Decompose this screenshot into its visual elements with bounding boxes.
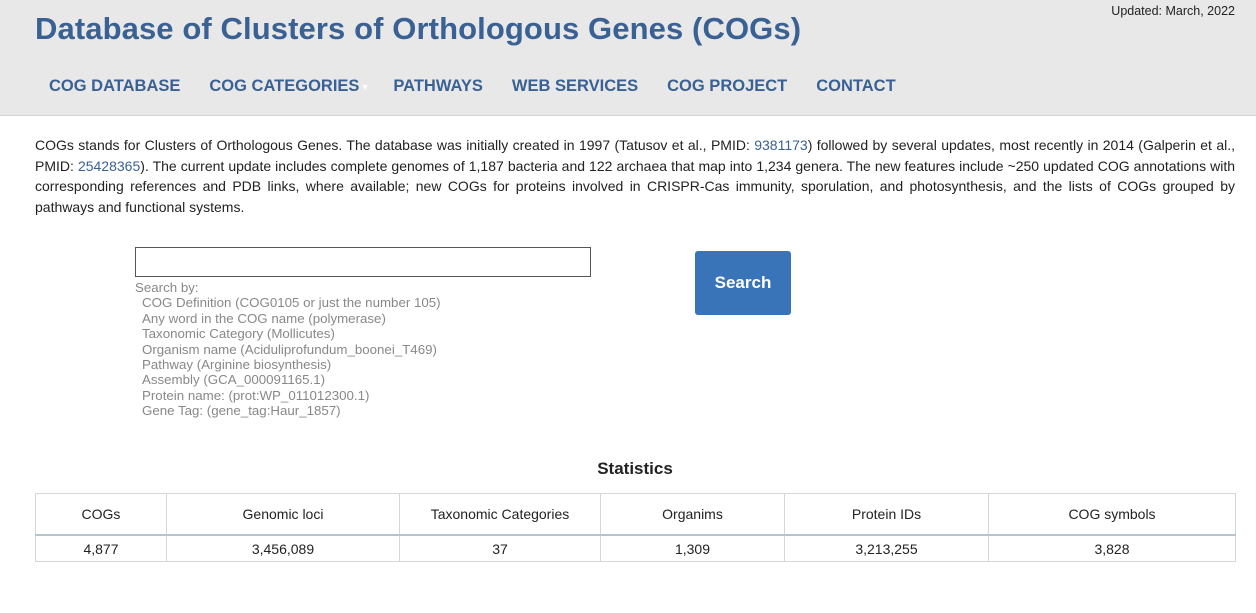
search-option: COG Definition (COG0105 or just the numb… [142, 295, 441, 311]
column-header: COGs [35, 493, 167, 536]
search-option: Protein name: (prot:WP_011012300.1) [142, 387, 370, 403]
column-header: COG symbols [988, 493, 1236, 536]
cog-symbols-count: 3,828 [988, 534, 1236, 562]
nav-label: COG CATEGORIES [209, 77, 360, 95]
nav-cog-project[interactable]: COG PROJECT [667, 77, 787, 96]
updated-date: Updated: March, 2022 [1111, 4, 1235, 18]
nav-cog-database[interactable]: COG DATABASE [49, 77, 180, 96]
search-option: Organism name (Aciduliprofundum_boonei_T… [142, 341, 437, 357]
intro-text: COGs stands for Clusters of Orthologous … [35, 137, 755, 153]
nav-label: COG DATABASE [49, 77, 181, 95]
protein-ids-count: 3,213,255 [784, 534, 989, 562]
intro-paragraph: COGs stands for Clusters of Orthologous … [35, 135, 1235, 217]
site-title[interactable]: Database of Clusters of Orthologous Gene… [35, 11, 802, 46]
search-button[interactable]: Search [695, 251, 791, 315]
column-header: Taxonomic Categories [399, 493, 601, 536]
search-input[interactable] [135, 247, 591, 277]
column-header: Organims [600, 493, 785, 536]
search-option: Taxonomic Category (Mollicutes) [142, 326, 335, 342]
table-row: 4,877 3,456,089 37 1,309 3,213,255 3,828 [35, 534, 1236, 562]
search-help-title: Search by: [135, 280, 199, 295]
site-header: Updated: March, 2022 Database of Cluster… [0, 0, 1256, 116]
nav-cog-categories[interactable]: COG CATEGORIES ▼ [209, 77, 369, 96]
search-option: Assembly (GCA_000091165.1) [142, 372, 326, 388]
nav-contact[interactable]: CONTACT [816, 77, 895, 96]
statistics-table: COGs Genomic loci Taxonomic Categories O… [35, 493, 1236, 562]
search-option: Pathway (Arginine biosynthesis) [142, 357, 332, 373]
intro-text: ). The current update includes complete … [35, 157, 1236, 215]
nav-label: CONTACT [816, 77, 896, 95]
nav-web-services[interactable]: WEB SERVICES [512, 77, 638, 96]
chevron-down-icon: ▼ [360, 81, 370, 92]
nav-label: WEB SERVICES [511, 77, 639, 95]
table-header-row: COGs Genomic loci Taxonomic Categories O… [35, 493, 1236, 536]
main-nav: COG DATABASE COG CATEGORIES ▼ PATHWAYS WE… [49, 77, 925, 96]
pmid-link-galperin[interactable]: 25428365 [77, 157, 141, 174]
column-header: Protein IDs [784, 493, 989, 536]
statistics-title: Statistics [597, 459, 673, 478]
column-header: Genomic loci [166, 493, 400, 536]
nav-pathways[interactable]: PATHWAYS [393, 77, 483, 96]
cog-count: 4,877 [35, 534, 167, 562]
taxonomic-categories-count: 37 [399, 534, 601, 562]
genomic-loci-count: 3,456,089 [166, 534, 400, 562]
search-help: Search by: COG Definition (COG0105 or ju… [135, 280, 441, 419]
nav-label: PATHWAYS [393, 77, 483, 95]
pmid-link-tatusov[interactable]: 9381173 [754, 137, 808, 153]
nav-label: COG PROJECT [667, 77, 788, 95]
intro-text: ) followed by several updates, most rece… [35, 137, 1235, 174]
search-option: Any word in the COG name (polymerase) [142, 310, 386, 326]
search-option: Gene Tag: (gene_tag:Haur_1857) [142, 403, 341, 419]
organisms-count: 1,309 [600, 534, 785, 562]
